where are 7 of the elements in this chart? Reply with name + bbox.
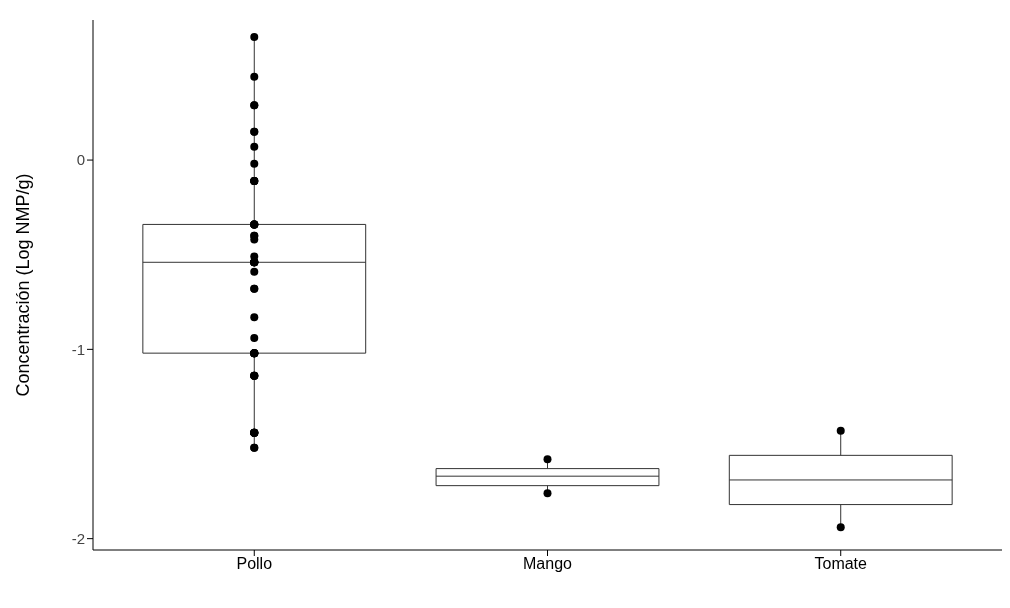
y-tick-label: -2 (71, 529, 85, 547)
x-tick-label: Pollo (236, 555, 273, 573)
y-tick-label: -1 (71, 340, 85, 358)
x-tick-label: Mango (523, 555, 573, 573)
x-tick-label: Tomate (814, 555, 868, 573)
y-tick-label: 0 (76, 151, 85, 169)
y-axis-title: Concentración (Log NMP/g) (13, 173, 34, 397)
